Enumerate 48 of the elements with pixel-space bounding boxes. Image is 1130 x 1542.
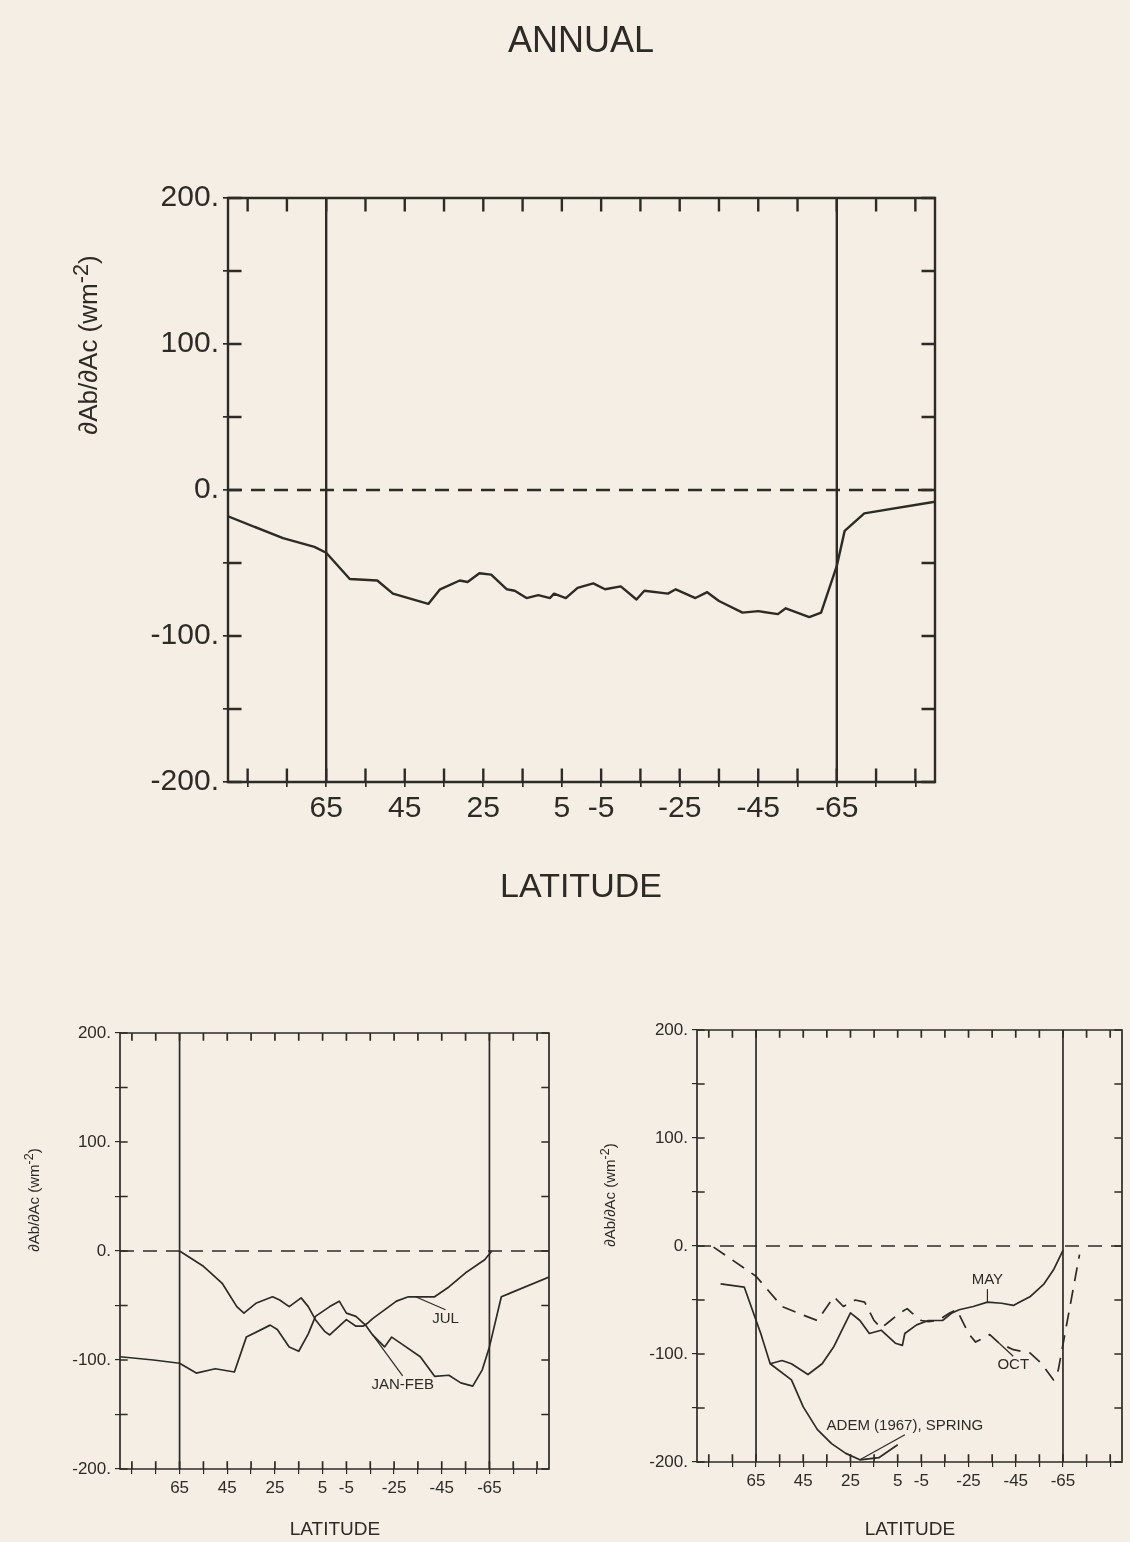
x-tick-label: 25 xyxy=(841,1470,860,1490)
x-tick-label: -65 xyxy=(477,1477,502,1497)
y-tick-label: 100. xyxy=(654,1127,688,1147)
y-tick-label: 100. xyxy=(160,325,219,359)
x-tick-label: 25 xyxy=(466,790,500,824)
x-tick-label: 65 xyxy=(309,790,343,824)
y-tick-label: 0. xyxy=(96,1240,111,1260)
x-tick-label: -45 xyxy=(736,790,780,824)
x-tick-label: 65 xyxy=(746,1470,766,1490)
annotation: ADEM (1967), SPRING xyxy=(826,1415,984,1433)
x-tick-label: -65 xyxy=(815,790,859,824)
x-tick-label: 45 xyxy=(388,790,422,824)
x-tick-label: -5 xyxy=(338,1477,354,1497)
x-tick-label: 65 xyxy=(170,1477,190,1497)
x-tick-label: -5 xyxy=(587,790,615,824)
y-tick-label: 200. xyxy=(160,179,219,213)
x-axis-title: LATITUDE xyxy=(864,1518,956,1540)
x-tick-label: -25 xyxy=(381,1477,407,1497)
x-tick-label: -25 xyxy=(658,790,702,824)
y-tick-label: 0. xyxy=(193,471,219,505)
y-tick-label: 200. xyxy=(654,1019,688,1039)
y-tick-label: -100. xyxy=(150,617,219,651)
y-tick-label: -200. xyxy=(649,1451,688,1471)
y-tick-label: 0. xyxy=(673,1235,688,1255)
x-tick-label: -65 xyxy=(1050,1470,1076,1490)
x-tick-label: -45 xyxy=(1003,1470,1029,1490)
annotation: OCT xyxy=(997,1355,1030,1373)
chart-title: ANNUAL xyxy=(507,19,655,61)
y-tick-label: -100. xyxy=(649,1343,688,1363)
x-tick-label: -45 xyxy=(429,1477,455,1497)
x-tick-label: 5 xyxy=(317,1477,328,1497)
y-tick-label: 200. xyxy=(77,1022,111,1042)
x-axis-title: LATITUDE xyxy=(289,1518,381,1540)
x-tick-label: 25 xyxy=(265,1477,285,1497)
x-tick-label: 45 xyxy=(217,1477,237,1497)
x-tick-label: -25 xyxy=(956,1470,981,1490)
y-tick-label: -200. xyxy=(150,763,219,797)
x-tick-label: 5 xyxy=(553,790,571,824)
y-tick-label: -200. xyxy=(72,1458,111,1478)
x-tick-label: -5 xyxy=(913,1470,929,1490)
y-tick-label: -100. xyxy=(72,1349,111,1369)
x-tick-label: 45 xyxy=(793,1470,813,1490)
annotation: MAY xyxy=(971,1270,1004,1288)
annotation: JUL xyxy=(432,1308,459,1326)
y-tick-label: 100. xyxy=(77,1131,111,1151)
x-tick-label: 5 xyxy=(892,1470,903,1490)
x-axis-title: LATITUDE xyxy=(500,865,662,905)
annotation: JAN-FEB xyxy=(371,1375,434,1393)
